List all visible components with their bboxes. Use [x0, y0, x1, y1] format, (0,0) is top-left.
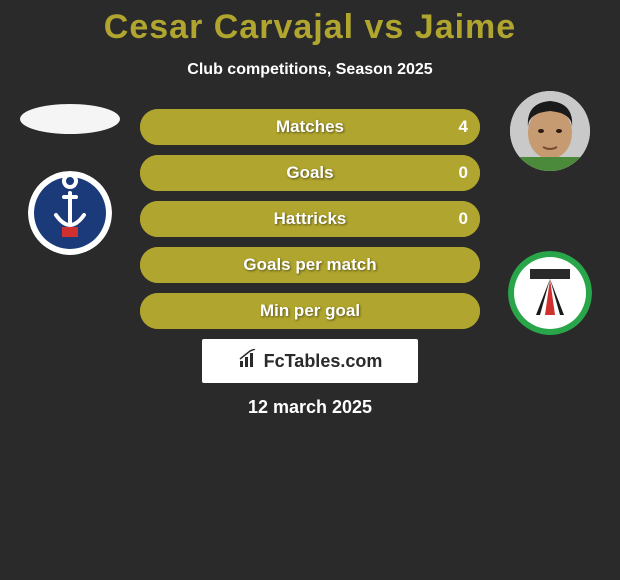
branding-text: FcTables.com: [264, 351, 383, 372]
stat-label: Matches: [140, 109, 480, 145]
stat-row: Min per goal: [140, 293, 480, 329]
stat-label: Goals: [140, 155, 480, 191]
stat-value-right: 0: [459, 155, 468, 191]
stat-value-right: 0: [459, 201, 468, 237]
player-left-club-badge: [28, 171, 112, 255]
chart-icon: [238, 349, 258, 374]
player-right-avatar: [510, 91, 590, 171]
branding-badge: FcTables.com: [202, 339, 418, 383]
stat-value-right: 4: [459, 109, 468, 145]
comparison-subtitle: Club competitions, Season 2025: [0, 61, 620, 79]
stats-area: Matches4Goals0Hattricks0Goals per matchM…: [0, 109, 620, 418]
comparison-date: 12 march 2025: [0, 397, 620, 418]
stat-row: Goals0: [140, 155, 480, 191]
comparison-title: Cesar Carvajal vs Jaime: [0, 8, 620, 47]
stat-label: Min per goal: [140, 293, 480, 329]
player-left-avatar: [20, 104, 120, 134]
stat-label: Hattricks: [140, 201, 480, 237]
player-right-club-badge: [508, 251, 592, 335]
stat-row: Goals per match: [140, 247, 480, 283]
stat-row: Hattricks0: [140, 201, 480, 237]
stat-row: Matches4: [140, 109, 480, 145]
stat-label: Goals per match: [140, 247, 480, 283]
